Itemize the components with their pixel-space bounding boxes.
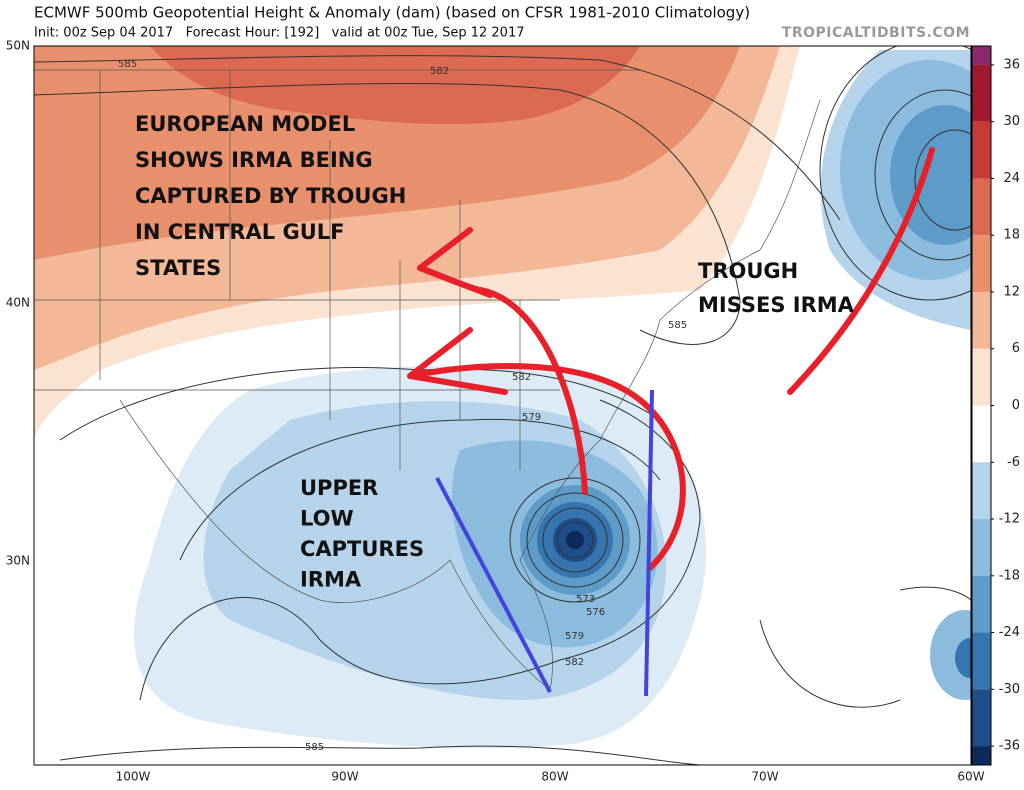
lon-label: 60W	[957, 770, 984, 784]
colorbar-tick-label: -12	[999, 512, 1020, 527]
contour-label: 582	[512, 372, 531, 383]
colorbar-band	[972, 64, 991, 122]
lon-label: 90W	[331, 770, 358, 784]
colorbar-band	[972, 348, 991, 406]
contour-label: 585	[305, 742, 324, 753]
lon-label: 80W	[541, 770, 568, 784]
colorbar-tick-label: -18	[999, 568, 1020, 583]
colorbar-band	[972, 121, 991, 179]
contour-label: 582	[430, 66, 449, 77]
colorbar-tick-label: -30	[999, 682, 1020, 697]
annotation-line: LOW	[300, 507, 354, 531]
colorbar-tick-label: -6	[1007, 455, 1020, 470]
contour-label: 585	[118, 59, 137, 70]
contour-label: 579	[565, 631, 584, 642]
annotation-line: EUROPEAN MODEL	[135, 112, 355, 136]
annotation-line: MISSES IRMA	[698, 293, 855, 317]
colorbar-tick-label: 18	[1003, 228, 1020, 243]
colorbar-band	[972, 575, 991, 633]
colorbar-tick-label: -24	[999, 625, 1020, 640]
contour-label: 579	[522, 412, 541, 423]
colorbar-tick-label: 6	[1012, 341, 1020, 356]
contour-label: 573	[576, 594, 595, 605]
annotation-line: SHOWS IRMA BEING	[135, 148, 373, 172]
colorbar-tick-label: 12	[1003, 284, 1020, 299]
colorbar-band	[972, 46, 991, 65]
contour-label: 576	[586, 607, 605, 618]
colorbar-tick-label: -36	[999, 739, 1020, 754]
colorbar-band	[972, 519, 991, 576]
credit: TROPICALTIDBITS.COM	[782, 25, 970, 41]
colorbar-band	[972, 291, 991, 349]
map: 50N 40N 30N 100W 90W 80W 70W 60W 585 582…	[6, 39, 985, 784]
colorbar-band	[972, 632, 991, 690]
contour-label: 582	[565, 657, 584, 668]
annotation-line: STATES	[135, 256, 221, 280]
annotation-line: CAPTURED BY TROUGH	[135, 184, 406, 208]
lon-label: 70W	[751, 770, 778, 784]
colorbar-band	[972, 689, 991, 747]
annotations: EUROPEAN MODEL SHOWS IRMA BEING CAPTURED B…	[135, 112, 855, 592]
lat-label: 40N	[6, 296, 30, 310]
lat-label: 50N	[6, 39, 30, 53]
colorbar-band	[972, 462, 991, 520]
annotation-line: UPPER	[300, 476, 378, 500]
colorbar-tick-label: 30	[1003, 114, 1020, 129]
colorbar: 36 30 24 18 12 6 0 -6 -12 -18 -24 -30 -36	[971, 45, 1020, 766]
colorbar-band	[972, 178, 991, 236]
annotation-line: IN CENTRAL GULF	[135, 220, 345, 244]
subtitle: Init: 00z Sep 04 2017 Forecast Hour: [19…	[34, 26, 525, 41]
lat-label: 30N	[6, 554, 30, 568]
colorbar-tick-label: 36	[1003, 57, 1020, 72]
title: ECMWF 500mb Geopotential Height & Anomal…	[34, 4, 750, 22]
colorbar-tick-label: 0	[1012, 398, 1020, 413]
annotation-line: IRMA	[300, 568, 362, 592]
colorbar-tick-label: 24	[1003, 171, 1020, 186]
colorbar-band	[972, 235, 991, 292]
lon-label: 100W	[116, 770, 151, 784]
annotation-line: CAPTURES	[300, 537, 424, 561]
annotation-line: TROUGH	[698, 259, 798, 283]
colorbar-band	[972, 746, 991, 765]
contour-label: 585	[668, 320, 687, 331]
colorbar-band	[972, 405, 991, 463]
